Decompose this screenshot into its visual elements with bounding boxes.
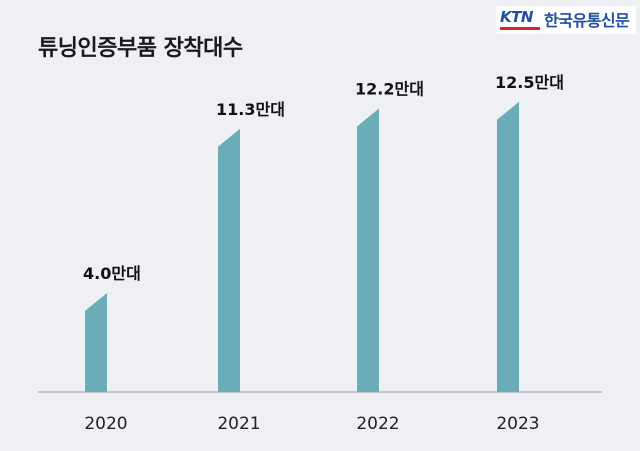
data-label-2022: 12.2만대 bbox=[355, 80, 424, 99]
ktn-logo: KTN bbox=[500, 8, 533, 26]
data-label-2021: 11.3만대 bbox=[216, 100, 285, 119]
x-tick-2020: 2020 bbox=[84, 414, 127, 434]
data-label-2023: 12.5만대 bbox=[495, 73, 564, 92]
brand-name: 한국유통신문 bbox=[544, 11, 630, 30]
x-tick-2023: 2023 bbox=[496, 414, 539, 434]
data-label-2020: 4.0만대 bbox=[83, 264, 141, 283]
bar-2023 bbox=[497, 101, 519, 392]
brand-logo-block: KTN 한국유통신문 bbox=[496, 6, 636, 34]
x-tick-2022: 2022 bbox=[356, 414, 399, 434]
x-tick-2021: 2021 bbox=[217, 414, 260, 434]
bar-2021 bbox=[218, 128, 240, 392]
bar-2022 bbox=[357, 108, 379, 392]
logo-underline bbox=[500, 27, 540, 30]
chart-title: 튜닝인증부품 장착대수 bbox=[38, 36, 243, 61]
bar-2020 bbox=[85, 293, 107, 392]
